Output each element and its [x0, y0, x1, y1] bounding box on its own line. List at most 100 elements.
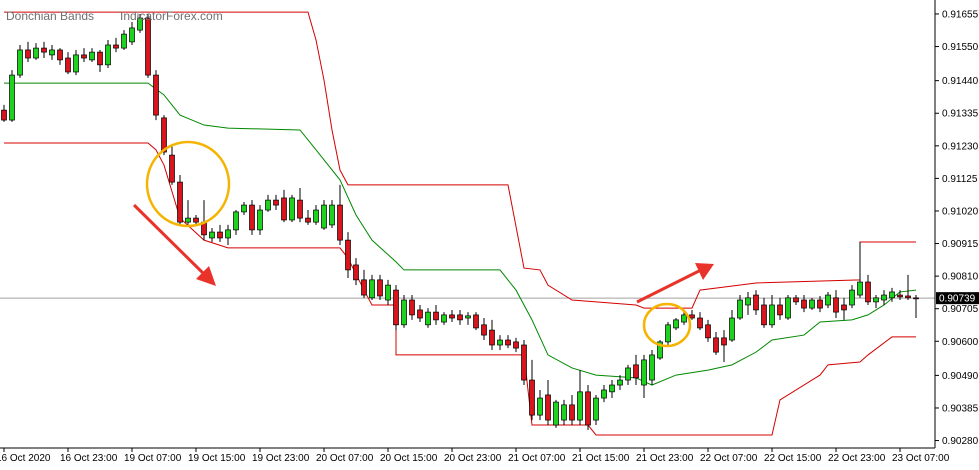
- candle-body: [913, 297, 919, 300]
- candle-body: [825, 294, 831, 306]
- candle-body: [505, 339, 511, 346]
- highlight-circle: [145, 140, 231, 228]
- candle-body: [225, 229, 231, 239]
- candle-body: [569, 404, 575, 421]
- candle-body: [649, 354, 655, 381]
- x-tick-label: 20 Oct 07:00: [316, 453, 374, 464]
- candle-body: [441, 314, 447, 323]
- candle-body: [257, 209, 263, 231]
- candle-body: [785, 297, 791, 319]
- plot-area: [0, 11, 935, 436]
- candle-body: [609, 384, 615, 393]
- candle-body: [297, 199, 303, 219]
- candle-body: [681, 314, 687, 323]
- candle-body: [753, 294, 759, 311]
- x-tick-label: 21 Oct 07:00: [508, 453, 566, 464]
- candle-body: [329, 204, 335, 226]
- x-tick-label: 23 Oct 07:00: [892, 453, 950, 464]
- candle-body: [25, 49, 31, 59]
- candle-body: [137, 17, 143, 31]
- annotations: [132, 140, 714, 348]
- candle-body: [873, 297, 879, 303]
- candle-body: [145, 17, 151, 76]
- donchian-band: [4, 11, 916, 309]
- arrow-head: [695, 263, 714, 280]
- candle-body: [617, 379, 623, 386]
- candle-body: [801, 299, 807, 309]
- candle-body: [545, 394, 551, 421]
- candle-body: [489, 329, 495, 346]
- candle-body: [457, 314, 463, 321]
- x-tick-label: 22 Oct 07:00: [700, 453, 758, 464]
- candle-body: [561, 404, 567, 421]
- y-tick-label: 0.91020: [942, 206, 979, 217]
- arrow: [132, 203, 208, 278]
- y-tick-label: 0.91335: [942, 109, 979, 120]
- y-tick-label: 0.90385: [942, 403, 979, 414]
- candle-body: [313, 209, 319, 223]
- x-tick-label: 21 Oct 23:00: [636, 453, 694, 464]
- candle-body: [265, 199, 271, 211]
- donchian-band: [4, 82, 917, 386]
- x-tick-label: 16 Oct 2020: [0, 453, 51, 464]
- candle-body: [129, 27, 135, 43]
- candle-body: [833, 297, 839, 313]
- candle-body: [905, 295, 911, 299]
- x-tick-label: 19 Oct 15:00: [188, 453, 246, 464]
- candle-body: [9, 74, 15, 121]
- candle-body: [121, 33, 127, 49]
- candle-body: [33, 47, 39, 59]
- candle-body: [689, 314, 695, 319]
- candle-body: [209, 231, 215, 239]
- y-tick-label: 0.91230: [942, 141, 979, 152]
- candle-body: [193, 217, 199, 223]
- candle-body: [177, 181, 183, 223]
- watermark: IndicatorForex.com: [120, 9, 223, 23]
- candle-body: [377, 279, 383, 297]
- candle-body: [89, 51, 95, 61]
- candle-body: [721, 337, 727, 346]
- candle-body: [321, 204, 327, 229]
- candle-body: [865, 281, 871, 303]
- candle-body: [153, 74, 159, 116]
- candle-body: [537, 397, 543, 416]
- candle-body: [657, 341, 663, 359]
- candle-body: [593, 397, 599, 421]
- candle-body: [81, 54, 87, 59]
- candle-body: [857, 281, 863, 296]
- highlight-circle: [642, 302, 692, 348]
- candle-body: [809, 299, 815, 309]
- x-tick-label: 21 Oct 15:00: [572, 453, 630, 464]
- candle-body: [553, 401, 559, 426]
- candle-body: [97, 51, 103, 66]
- y-tick-label: 0.90810: [942, 272, 979, 283]
- candle-body: [881, 294, 887, 301]
- candle-body: [241, 204, 247, 213]
- chart-title: Donchian Bands: [6, 9, 94, 23]
- y-tick-label: 0.90490: [942, 371, 979, 382]
- x-tick-label: 22 Oct 23:00: [828, 453, 886, 464]
- last-price-box: [936, 292, 979, 305]
- candle-body: [817, 299, 823, 309]
- candle-body: [513, 341, 519, 349]
- candle-body: [281, 197, 287, 221]
- arrow-head: [196, 266, 216, 286]
- candle-body: [761, 304, 767, 326]
- candle-body: [673, 319, 679, 329]
- candle-body: [249, 204, 255, 231]
- x-tick-label: 16 Oct 23:00: [60, 453, 118, 464]
- x-tick-label: 19 Oct 23:00: [252, 453, 310, 464]
- y-tick-label: 0.90280: [942, 436, 979, 447]
- candle-body: [713, 337, 719, 353]
- y-tick-label: 0.90705: [942, 304, 979, 315]
- candle-body: [745, 297, 751, 306]
- candle-body: [841, 304, 847, 311]
- candle-body: [425, 311, 431, 326]
- candle-body: [401, 299, 407, 326]
- candle-body: [793, 297, 799, 303]
- candle-body: [529, 379, 535, 416]
- candle-body: [449, 314, 455, 319]
- candle-body: [233, 211, 239, 231]
- y-tick-label: 0.91125: [942, 174, 978, 185]
